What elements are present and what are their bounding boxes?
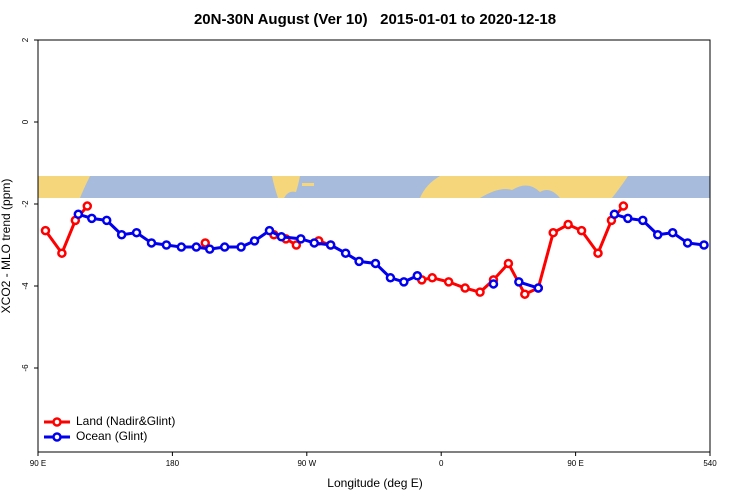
point	[219, 242, 230, 252]
point	[576, 225, 587, 236]
point	[475, 287, 485, 297]
point	[563, 219, 573, 230]
point	[325, 240, 336, 250]
point	[503, 258, 514, 269]
point	[87, 213, 97, 224]
point	[340, 248, 351, 258]
legend-marker	[52, 417, 62, 427]
point	[101, 215, 112, 226]
point	[412, 271, 423, 281]
point	[427, 273, 437, 283]
point	[291, 240, 302, 250]
x-tick-label: 540	[703, 459, 717, 468]
y-tick-label: -6	[21, 364, 30, 372]
y-tick-label: 0	[21, 119, 30, 124]
point	[618, 201, 629, 211]
point	[73, 209, 84, 219]
x-tick-label: 90 E	[567, 459, 583, 468]
point	[176, 242, 187, 252]
y-tick-label: 2	[21, 37, 30, 42]
point	[146, 238, 157, 248]
chart-title: 20N-30N August (Ver 10) 2015-01-01 to 20…	[194, 11, 556, 28]
point	[652, 230, 663, 240]
point	[204, 244, 215, 254]
x-tick-label: 90 W	[297, 459, 316, 468]
legend-marker	[52, 432, 62, 442]
point	[309, 238, 320, 248]
point	[609, 209, 620, 219]
legend-label: Ocean (Glint)	[76, 429, 147, 443]
point	[385, 273, 396, 283]
point	[460, 283, 470, 293]
point	[520, 289, 530, 299]
point	[116, 230, 127, 240]
point	[370, 258, 381, 269]
point	[57, 248, 67, 258]
point	[82, 201, 93, 211]
y-tick-label: -2	[21, 200, 30, 208]
point	[161, 240, 172, 250]
point	[533, 283, 544, 293]
point	[40, 225, 51, 236]
point	[488, 279, 499, 289]
point	[296, 234, 306, 244]
point	[399, 277, 409, 287]
point	[548, 227, 558, 238]
plot-frame	[37, 39, 711, 453]
point	[276, 232, 287, 242]
point	[191, 242, 202, 252]
point	[264, 225, 275, 236]
point	[623, 213, 633, 224]
point	[249, 236, 260, 246]
point	[354, 256, 364, 267]
map-land	[38, 176, 628, 198]
point	[443, 277, 454, 287]
point	[667, 227, 678, 238]
point	[514, 277, 524, 287]
x-axis-label: Longitude (deg E)	[327, 476, 422, 490]
point	[593, 248, 603, 258]
point	[131, 227, 142, 238]
x-tick-label: 0	[439, 459, 444, 468]
point	[236, 242, 246, 252]
point	[200, 238, 211, 248]
legend-label: Land (Nadir&Glint)	[76, 414, 175, 428]
series-line	[44, 205, 625, 297]
x-tick-label: 180	[166, 459, 180, 468]
point	[682, 238, 693, 248]
y-tick-label: -4	[21, 282, 30, 290]
point	[699, 240, 709, 250]
point	[638, 215, 648, 226]
x-tick-label: 90 E	[30, 459, 46, 468]
y-axis-label: XCO2 - MLO trend (ppm)	[0, 179, 13, 314]
